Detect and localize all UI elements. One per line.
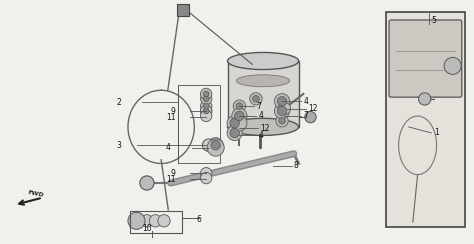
Circle shape [201,105,212,117]
Bar [386,12,465,227]
Text: FWD: FWD [27,190,44,198]
Circle shape [208,138,223,153]
Circle shape [201,93,212,104]
Ellipse shape [237,75,290,87]
Circle shape [201,168,212,179]
Text: 6: 6 [197,215,201,224]
Circle shape [141,215,153,227]
Text: 4: 4 [303,97,308,106]
Text: 9: 9 [171,169,175,178]
Circle shape [227,116,242,131]
Circle shape [149,215,162,227]
Circle shape [128,212,145,229]
Circle shape [419,93,431,105]
Circle shape [203,96,209,102]
Circle shape [278,102,291,115]
Circle shape [230,128,239,138]
Circle shape [236,103,243,110]
Circle shape [203,91,209,97]
Circle shape [201,101,212,112]
Circle shape [203,108,209,114]
Circle shape [277,106,287,116]
Text: 3: 3 [116,141,121,150]
Text: 9: 9 [171,107,175,115]
Circle shape [253,95,259,102]
Circle shape [274,103,290,119]
Text: 7: 7 [303,112,308,120]
Circle shape [203,103,209,109]
Text: 4: 4 [166,143,171,152]
Circle shape [277,97,287,106]
Circle shape [276,115,288,127]
Text: 1: 1 [434,129,438,137]
Bar [228,61,299,127]
Circle shape [140,176,154,190]
Text: 2: 2 [116,98,121,107]
Text: 11: 11 [166,113,175,122]
Text: 12: 12 [308,104,318,113]
Circle shape [250,93,262,105]
Circle shape [201,110,212,122]
Text: 5: 5 [431,16,436,25]
Circle shape [235,111,244,121]
Circle shape [211,141,220,150]
Circle shape [230,119,239,128]
Circle shape [158,215,170,227]
Text: 8: 8 [294,162,299,170]
Ellipse shape [228,52,299,70]
Text: 12: 12 [261,124,270,132]
Circle shape [305,112,316,123]
Bar [178,85,220,163]
Text: 11: 11 [166,175,175,184]
Circle shape [201,105,212,117]
Circle shape [207,139,224,156]
Text: 10: 10 [142,224,152,233]
Circle shape [201,173,212,184]
Circle shape [227,125,242,141]
Text: 4: 4 [258,131,263,140]
Circle shape [201,88,212,100]
Circle shape [232,116,247,131]
Circle shape [444,57,461,74]
Circle shape [232,108,247,123]
Circle shape [233,100,246,112]
Circle shape [202,139,215,151]
Ellipse shape [228,118,299,135]
FancyBboxPatch shape [389,20,462,97]
Text: 4: 4 [258,112,263,120]
Circle shape [279,117,285,124]
Text: 7: 7 [256,102,261,111]
Bar [130,211,182,233]
Bar [177,4,189,16]
Circle shape [274,94,290,109]
